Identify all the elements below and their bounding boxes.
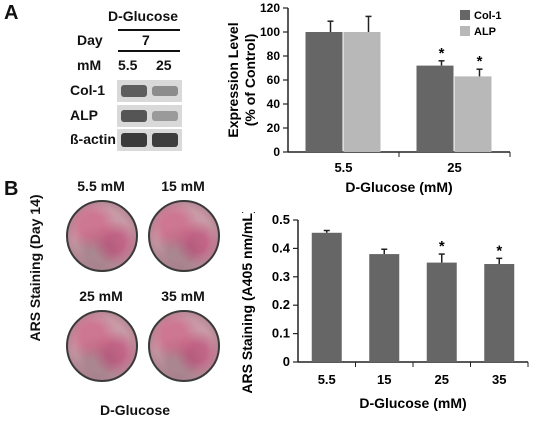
blot-mm-label: mM bbox=[77, 57, 102, 73]
stained-dish-image bbox=[66, 200, 138, 272]
blot-band bbox=[121, 133, 147, 147]
y-axis-title-line: (% of Control) bbox=[242, 34, 258, 127]
significance-marker: * bbox=[439, 238, 445, 255]
y-tick-label: 0.3 bbox=[272, 269, 290, 284]
blot-band-row bbox=[117, 129, 182, 151]
expression-bar-chart: 0 20 40 60 80 100 120 5.5 25 * * D-Glucose (mM) Expr… bbox=[225, 1, 511, 195]
blot-row-label: Col-1 bbox=[70, 82, 105, 98]
y-tick-label: 0.1 bbox=[272, 326, 290, 341]
ars-side-label: ARS Staining (Day 14) bbox=[27, 194, 43, 342]
panel-a-letter: A bbox=[4, 2, 19, 24]
bar-alp bbox=[454, 76, 492, 152]
blot-conc-1: 5.5 bbox=[118, 57, 138, 73]
blot-band bbox=[152, 111, 178, 121]
dish-cell: 15 mM bbox=[146, 178, 220, 272]
x-axis-title: D-Glucose (mM) bbox=[345, 179, 452, 195]
x-tick-label: 15 bbox=[377, 372, 391, 387]
dish-label: 15 mM bbox=[161, 178, 205, 194]
ars-image-panel: ARS Staining (Day 14) 5.5 mM 15 mM 25 mM… bbox=[0, 172, 230, 427]
y-tick-label: 80 bbox=[267, 49, 281, 63]
significance-marker: * bbox=[439, 45, 445, 62]
stained-dish-image bbox=[66, 310, 138, 382]
blot-band-row bbox=[117, 80, 182, 102]
bar-col-1 bbox=[416, 65, 454, 152]
blot-band bbox=[121, 110, 147, 122]
dish-label: 35 mM bbox=[161, 288, 205, 304]
bar bbox=[426, 262, 457, 362]
bar bbox=[484, 264, 515, 362]
dish-cell: 5.5 mM bbox=[64, 178, 138, 272]
y-tick-label: 40 bbox=[267, 97, 281, 111]
y-tick-label: 0.2 bbox=[272, 297, 290, 312]
dish-label: 5.5 mM bbox=[77, 178, 125, 194]
blot-band bbox=[152, 86, 178, 96]
bar bbox=[369, 254, 400, 362]
y-tick-label: 60 bbox=[267, 73, 281, 87]
bar bbox=[311, 232, 342, 362]
y-tick-label: 20 bbox=[267, 121, 281, 135]
significance-marker: * bbox=[477, 53, 483, 70]
y-axis-title: Expression Level(% of Control) bbox=[225, 22, 258, 137]
dish-cell: 35 mM bbox=[146, 288, 220, 382]
stained-dish-image bbox=[148, 310, 220, 382]
y-tick-label: 0.5 bbox=[272, 212, 290, 227]
blot-day-line bbox=[118, 50, 180, 52]
y-axis-title-line: Expression Level bbox=[225, 22, 241, 137]
blot-row-label: ALP bbox=[70, 107, 98, 123]
ars-quantification-bar-chart: 0 0.1 0.2 0.3 0.4 0.5 5.5 15 25 * 35 * D-Glucose (mM… bbox=[239, 212, 529, 411]
blot-day-value: 7 bbox=[142, 32, 150, 48]
y-tick-label: 0 bbox=[273, 145, 280, 159]
legend-label: Col-1 bbox=[474, 10, 502, 22]
x-tick-label: 25 bbox=[447, 160, 461, 175]
bar-col-1 bbox=[305, 32, 343, 152]
blot-band bbox=[152, 133, 178, 147]
y-tick-label: 0.4 bbox=[272, 240, 291, 255]
blot-band bbox=[121, 85, 147, 97]
blot-header-line bbox=[118, 29, 180, 31]
significance-marker: * bbox=[496, 242, 502, 259]
legend-swatch bbox=[460, 10, 470, 20]
legend-label: ALP bbox=[474, 26, 496, 38]
legend-swatch bbox=[460, 26, 470, 36]
x-axis-title: D-Glucose (mM) bbox=[359, 395, 466, 411]
x-tick-label: 25 bbox=[435, 372, 449, 387]
bar-alp bbox=[343, 32, 381, 152]
x-tick-label: 5.5 bbox=[318, 372, 336, 387]
panel-b-letter: B bbox=[4, 178, 19, 200]
blot-day-label: Day bbox=[77, 32, 103, 48]
x-tick-label: 5.5 bbox=[334, 160, 352, 175]
ars-bottom-label: D-Glucose bbox=[100, 402, 171, 418]
y-axis-title: ARS Staining (A405 nm/mL) bbox=[239, 212, 255, 394]
stained-dish-image bbox=[148, 200, 220, 272]
dish-label: 25 mM bbox=[79, 288, 123, 304]
y-tick-label: 120 bbox=[260, 1, 280, 15]
western-blot: D-Glucose Day 7 mM 5.5 25 Col-1 ALP ß-ac… bbox=[0, 0, 200, 160]
blot-conc-2: 25 bbox=[156, 57, 172, 73]
dish-cell: 25 mM bbox=[64, 288, 138, 382]
x-tick-label: 35 bbox=[492, 372, 506, 387]
y-tick-label: 0 bbox=[283, 354, 290, 369]
blot-band-row bbox=[117, 105, 182, 127]
blot-header: D-Glucose bbox=[108, 8, 179, 24]
blot-row-label: ß-actin bbox=[70, 131, 116, 147]
y-tick-label: 100 bbox=[260, 25, 280, 39]
